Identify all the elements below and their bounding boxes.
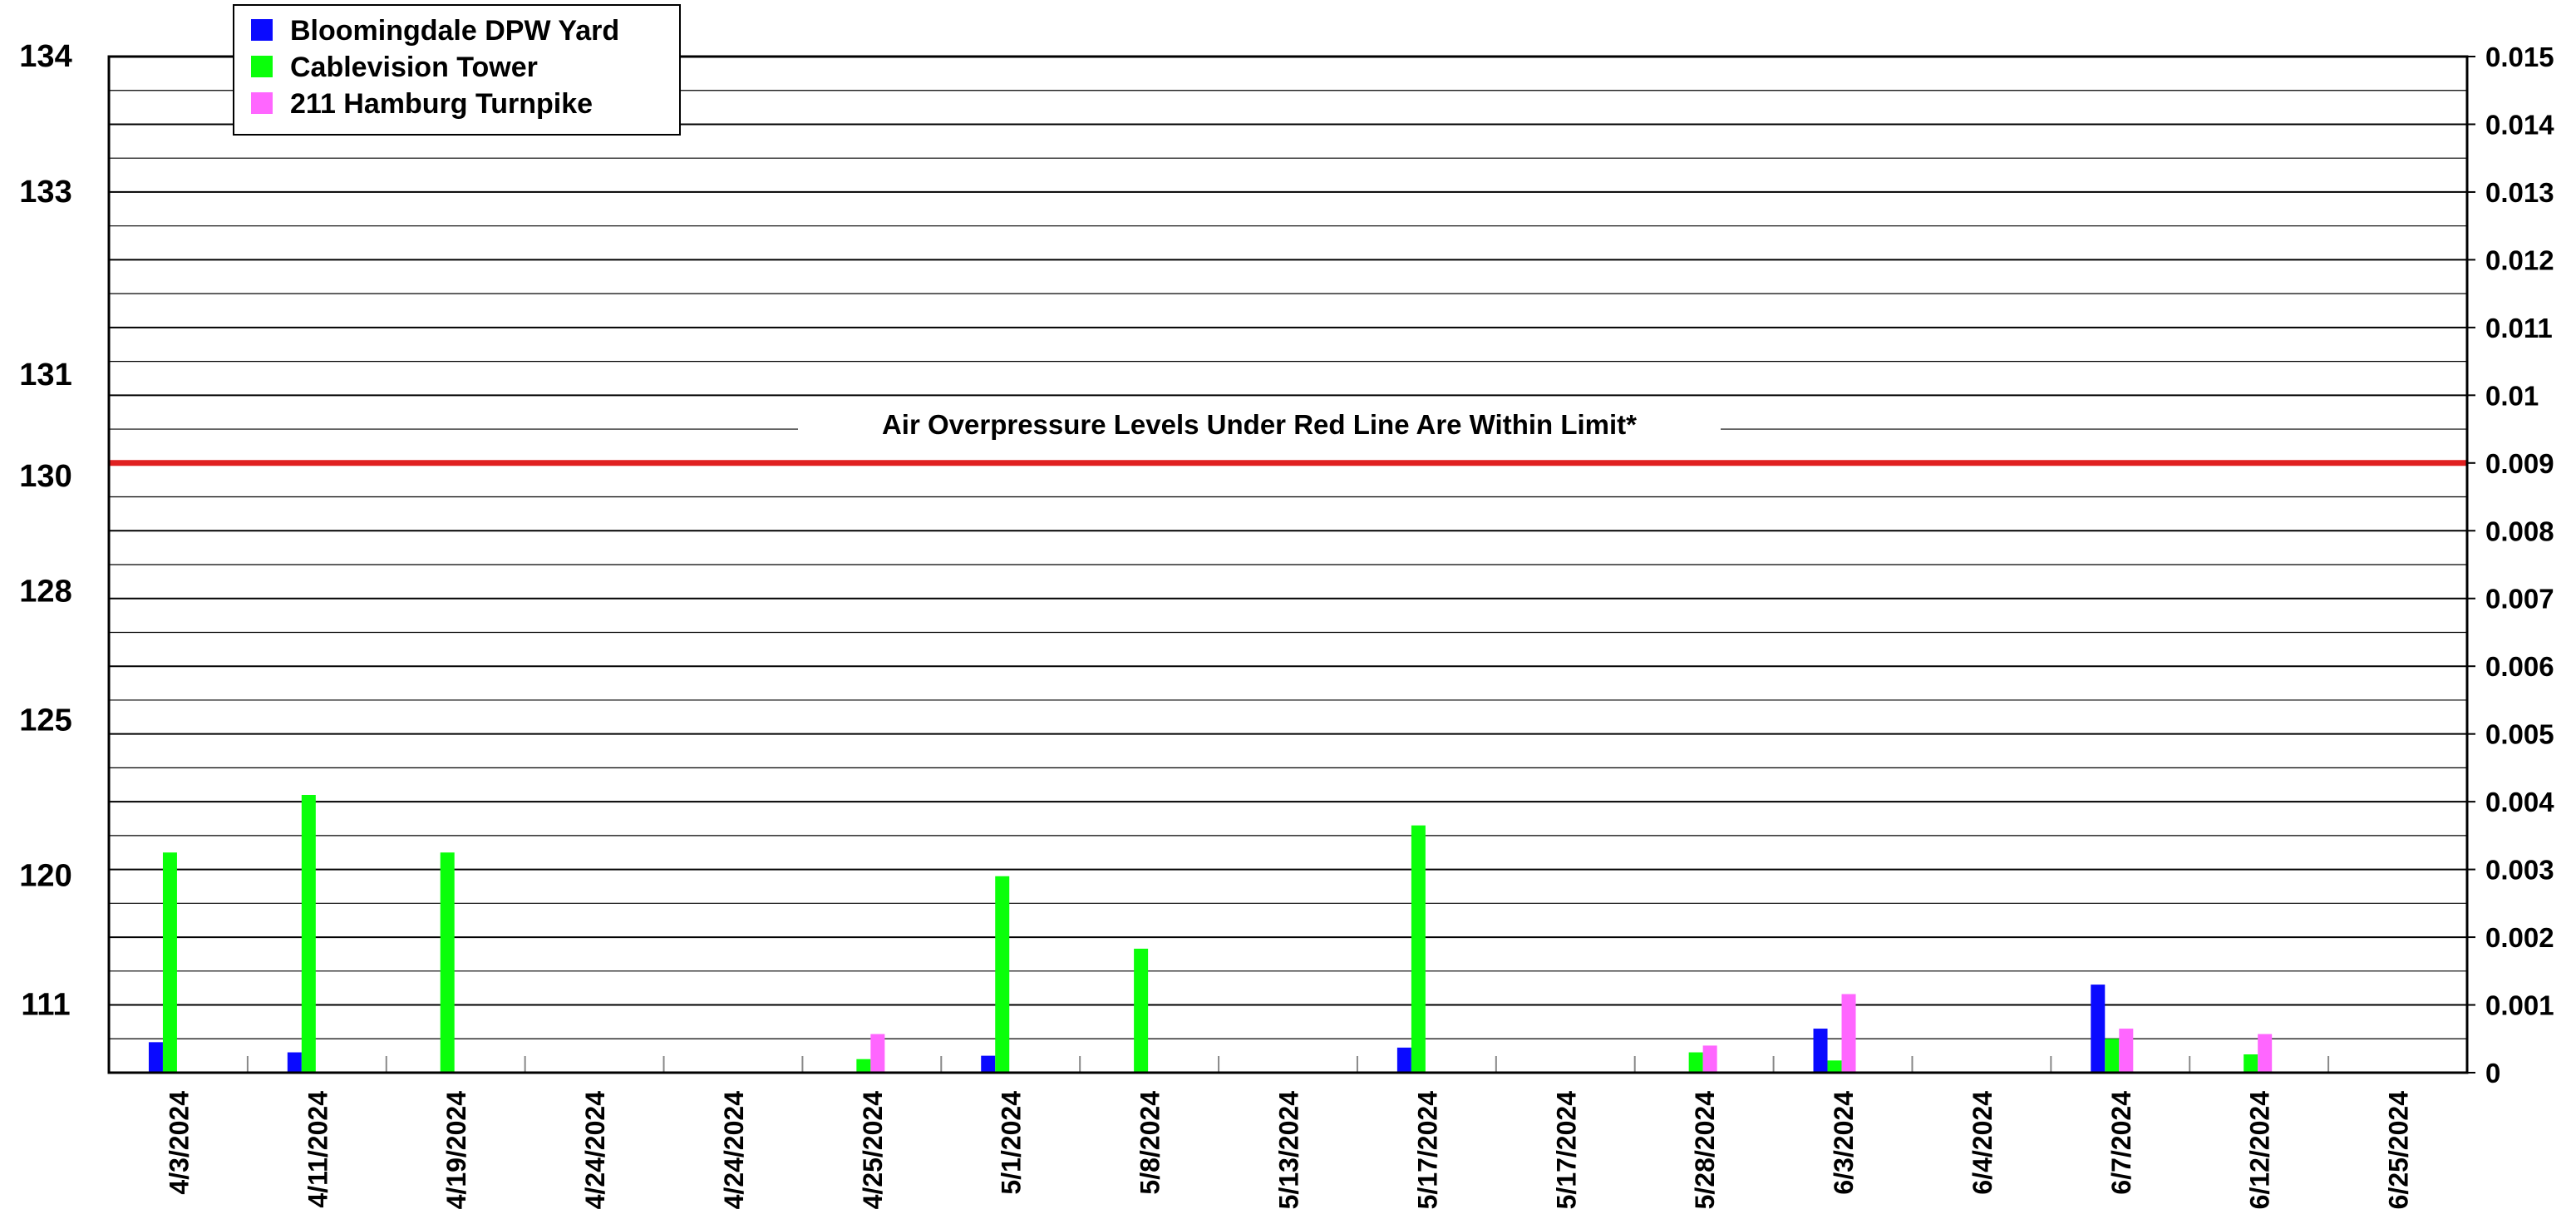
bar — [287, 1052, 302, 1073]
bar — [856, 1059, 871, 1073]
legend-label: 211 Hamburg Turnpike — [290, 88, 593, 120]
limit-caption-background — [798, 409, 1721, 443]
x-tick-label: 6/12/2024 — [2245, 1091, 2275, 1210]
bar — [870, 1034, 885, 1073]
x-tick-label: 4/25/2024 — [858, 1091, 888, 1210]
bar — [1688, 1052, 1703, 1073]
y-right-tick-label: 0.014 — [2485, 109, 2554, 140]
x-tick-label: 6/25/2024 — [2384, 1091, 2414, 1210]
bar — [162, 852, 177, 1073]
y-left-tick-label: 134 — [19, 39, 71, 74]
legend-swatch — [251, 19, 273, 41]
bar — [2091, 985, 2106, 1073]
y-right-tick-label: 0.002 — [2485, 922, 2554, 953]
x-tick-label: 6/4/2024 — [1968, 1091, 1997, 1195]
bar — [995, 876, 1010, 1073]
y-right-tick-label: 0.009 — [2485, 448, 2554, 479]
y-right-tick-label: 0.012 — [2485, 244, 2554, 275]
x-tick-label: 4/3/2024 — [164, 1091, 194, 1195]
bar — [1702, 1045, 1717, 1073]
x-tick-label: 5/13/2024 — [1274, 1091, 1304, 1210]
bar — [1841, 994, 1856, 1073]
y-left-tick-label: 133 — [19, 175, 71, 210]
bar — [1396, 1047, 1411, 1073]
y-left-tick-label: 125 — [19, 703, 71, 738]
y-left-tick-label: 120 — [19, 859, 71, 894]
y-left-tick-label: 130 — [19, 459, 71, 494]
y-left-tick-label: 111 — [21, 988, 70, 1023]
y-right-tick-label: 0.008 — [2485, 516, 2554, 546]
bar — [2244, 1054, 2258, 1073]
x-tick-label: 6/7/2024 — [2106, 1091, 2136, 1195]
y-right-tick-label: 0.011 — [2485, 313, 2553, 343]
x-tick-label: 5/17/2024 — [1412, 1091, 1442, 1210]
legend-swatch — [251, 92, 273, 114]
bar — [2105, 1039, 2120, 1073]
x-tick-label: 4/11/2024 — [303, 1091, 332, 1208]
x-tick-label: 5/8/2024 — [1135, 1091, 1165, 1195]
x-tick-label: 5/1/2024 — [997, 1091, 1027, 1195]
y-right-tick-label: 0.004 — [2485, 787, 2554, 817]
x-tick-label: 6/3/2024 — [1829, 1091, 1859, 1195]
bar — [2258, 1034, 2273, 1073]
y-right-tick-label: 0.003 — [2485, 855, 2554, 886]
y-right-tick-label: 0.006 — [2485, 651, 2554, 682]
x-tick-label: 4/24/2024 — [719, 1091, 749, 1210]
y-right-tick-label: 0.01 — [2485, 380, 2539, 411]
y-right-tick-label: 0.001 — [2485, 990, 2554, 1021]
bar — [1827, 1060, 1842, 1073]
plot-frame — [107, 55, 2469, 1074]
limit-line-caption: Air Overpressure Levels Under Red Line A… — [882, 409, 1637, 440]
y-left-tick-label: 128 — [19, 575, 71, 610]
y-left-tick-label: 131 — [19, 358, 71, 392]
legend-label: Cablevision Tower — [290, 52, 538, 83]
x-tick-label: 5/28/2024 — [1690, 1091, 1720, 1210]
bar — [1813, 1029, 1828, 1073]
x-tick-label: 4/19/2024 — [441, 1091, 471, 1210]
x-tick-label: 5/17/2024 — [1551, 1091, 1581, 1210]
bar — [148, 1042, 163, 1073]
y-right-tick-label: 0.013 — [2485, 177, 2554, 208]
y-right-tick-label: 0 — [2485, 1058, 2500, 1088]
bar — [301, 794, 316, 1073]
bar — [440, 852, 455, 1073]
bar — [1134, 948, 1149, 1073]
x-tick-label: 4/24/2024 — [580, 1091, 610, 1210]
bar — [981, 1055, 996, 1073]
bar — [2119, 1029, 2134, 1073]
y-right-tick-label: 0.005 — [2485, 719, 2554, 750]
y-right-tick-label: 0.007 — [2485, 584, 2554, 614]
bar — [1411, 825, 1426, 1073]
legend-box — [233, 4, 681, 136]
legend-label: Bloomingdale DPW Yard — [290, 15, 619, 47]
legend-swatch — [251, 56, 273, 77]
y-right-tick-label: 0.015 — [2485, 42, 2554, 72]
